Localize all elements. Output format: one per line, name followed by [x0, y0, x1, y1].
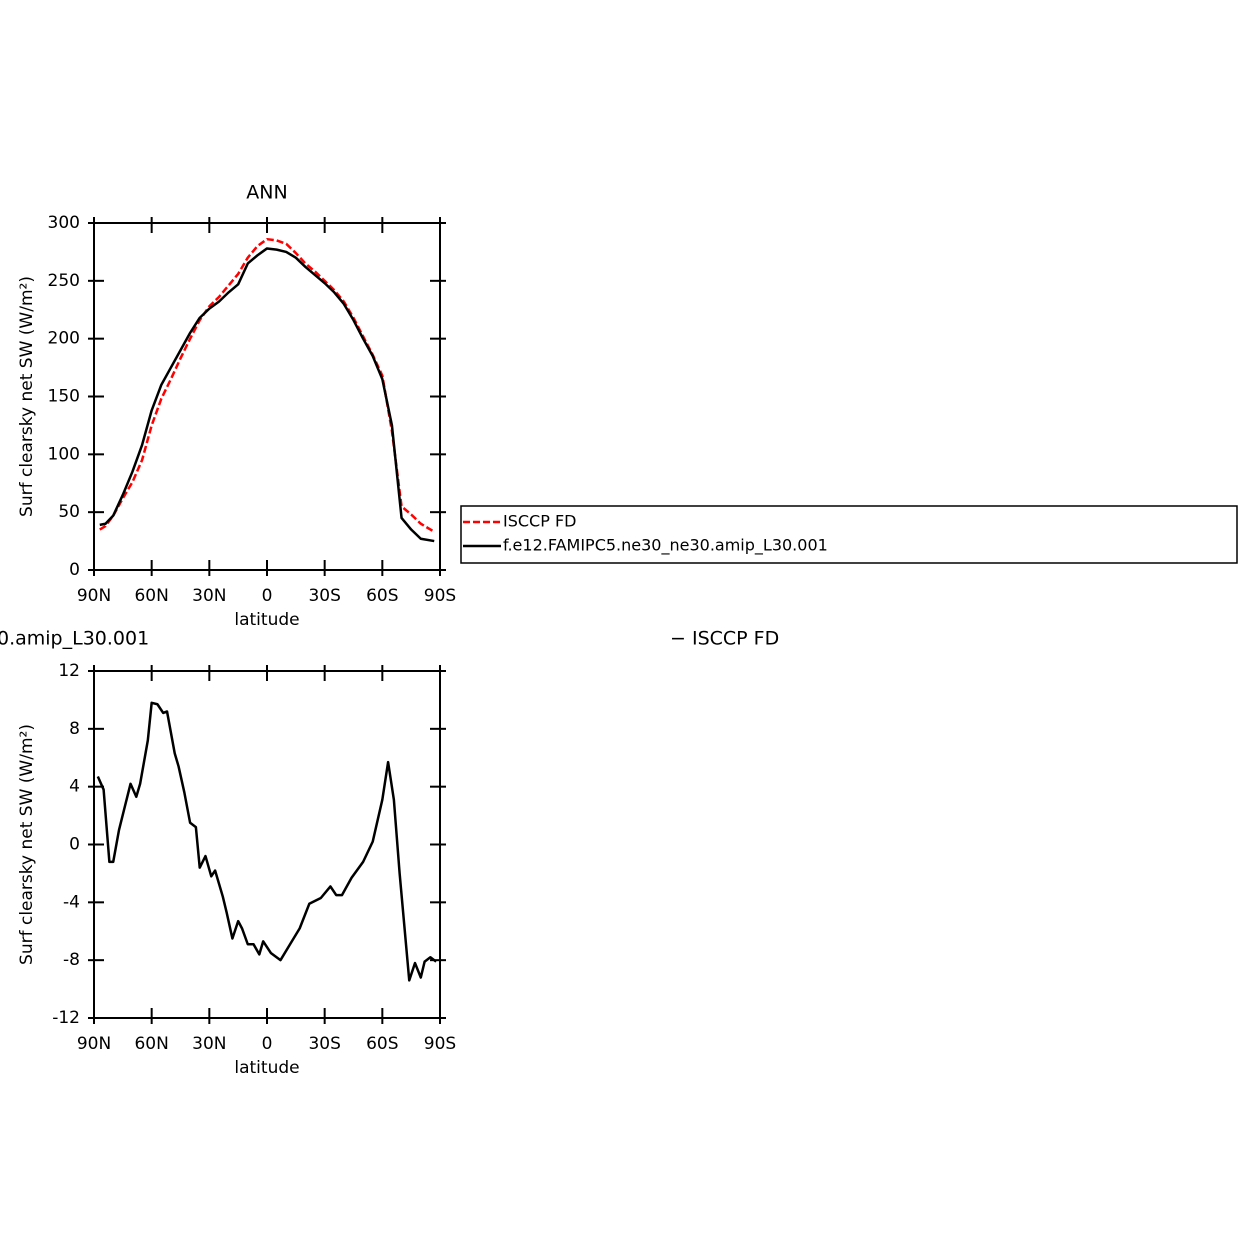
x-axis-label: latitude: [234, 610, 299, 630]
y-tick-label: 0: [69, 560, 80, 580]
y-tick-label: -4: [63, 892, 80, 912]
x-tick-label: 90N: [77, 1034, 111, 1054]
y-axis-label: Surf clearsky net SW (W/m²): [17, 724, 37, 965]
x-axis-label: latitude: [234, 1058, 299, 1078]
y-tick-label: 150: [48, 387, 80, 407]
x-tick-label: 90N: [77, 586, 111, 606]
x-tick-label: 30S: [308, 1034, 340, 1054]
series-line: [96, 701, 437, 982]
series-line: [99, 247, 435, 543]
y-tick-label: 50: [58, 502, 80, 522]
x-tick-label: 60S: [366, 1034, 398, 1054]
x-tick-label: 0: [262, 1034, 273, 1054]
legend-box: [460, 505, 1238, 564]
y-tick-label: 250: [48, 271, 80, 291]
x-tick-label: 60S: [366, 586, 398, 606]
x-tick-label: 0: [262, 586, 273, 606]
y-tick-label: -8: [63, 950, 80, 970]
chart-title: − ISCCP FD: [670, 628, 779, 650]
legend-label: ISCCP FD: [503, 512, 576, 531]
x-tick-label: 90S: [424, 586, 456, 606]
x-tick-label: 30S: [308, 586, 340, 606]
y-tick-label: 12: [58, 661, 80, 681]
x-tick-label: 30N: [192, 1034, 226, 1054]
y-axis-label: Surf clearsky net SW (W/m²): [17, 276, 37, 517]
x-tick-label: 30N: [192, 586, 226, 606]
chart-title: ANN: [246, 182, 287, 204]
legend-label: f.e12.FAMIPC5.ne30_ne30.amip_L30.001: [503, 536, 828, 556]
panel: -12 -8 -4 0 4 8 12 90N 60N 30N 0 30S 60S 90S latitude S…: [0, 628, 779, 1079]
y-tick-label: 300: [48, 213, 80, 233]
y-tick-label: -12: [52, 1008, 80, 1028]
plot-frame: [93, 222, 441, 571]
x-tick-label: 60N: [134, 586, 168, 606]
y-tick-label: 100: [48, 444, 80, 464]
y-tick-label: 200: [48, 329, 80, 349]
panel: 0 50 100 150 200 250 300 90N 60N 30N 0 30S 60S 90S lat…: [17, 182, 1238, 630]
y-tick-label: 0: [69, 835, 80, 855]
plot-frame: [93, 670, 441, 1019]
x-tick-label: 60N: [134, 1034, 168, 1054]
y-tick-label: 8: [69, 719, 80, 739]
x-tick-label: 90S: [424, 1034, 456, 1054]
chart-title: 0.amip_L30.001: [0, 628, 149, 650]
y-tick-label: 4: [69, 777, 80, 797]
